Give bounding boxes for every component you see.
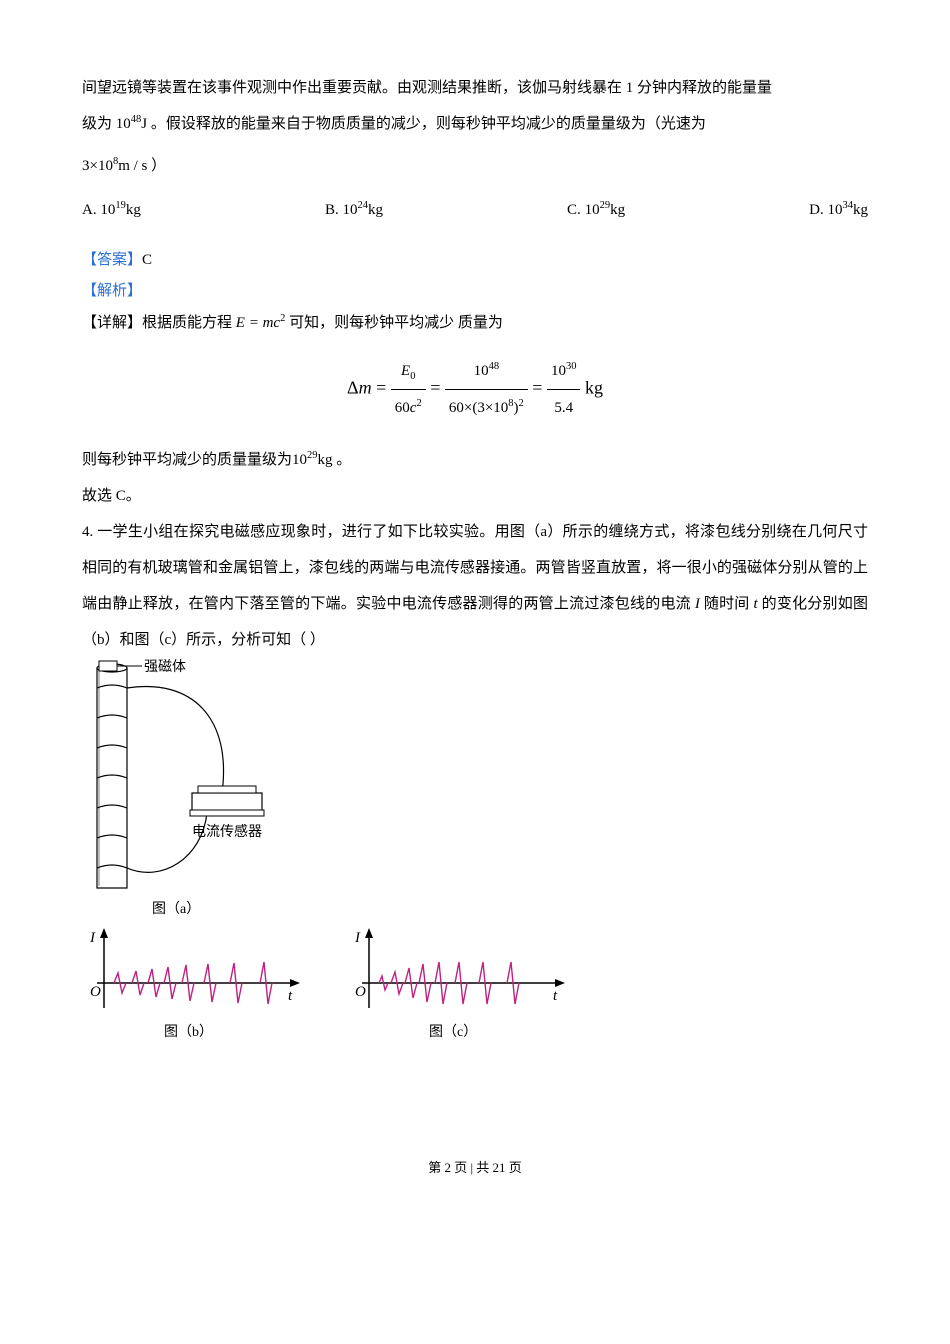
answer-line: 【答案】C [82,242,868,278]
fraction-3: 1030 5.4 [547,353,581,426]
text: 故选 C。 [82,488,141,504]
axis-I: I [89,930,96,946]
label-sensor: 电流传感器 [192,823,262,840]
close-paren: ） [151,158,166,174]
axis-t: t [288,988,293,1004]
detail-line: 【详解】根据质能方程 E = mc2 可知，则每秒钟平均减少 质量为 [82,305,868,341]
analysis-line: 【解析】 [82,278,868,305]
q4-text-2: 随时间 [700,596,754,612]
options-row: A. 1019kg B. 1024kg C. 1029kg D. 1034kg [82,192,868,228]
q4-number: 4. [82,524,97,540]
q3-continuation-line2: 级为 1048J 。假设释放的能量来自于物质质量的减少，则每秒钟平均减少的质量量… [82,106,868,142]
detail-tag: 【详解】 [82,315,142,331]
axis-O: O [90,984,101,1000]
energy-math: 1048J [116,116,151,132]
text: 可知，则每秒钟平均减少 质量为 [289,315,503,331]
speed-math: 3×108m / s [82,158,151,174]
footer-text: 第 2 页 | 共 21 页 [428,1160,522,1175]
label-magnet: 强磁体 [144,659,186,675]
analysis-tag: 【解析】 [82,283,142,299]
result-line: 则每秒钟平均减少的质量量级为1029kg 。 [82,442,868,478]
question-4: 4. 一学生小组在探究电磁感应现象时，进行了如下比较实验。用图（a）所示的缠绕方… [82,514,868,658]
q3-continuation-line1: 间望远镜等装置在该事件观测中作出重要贡献。由观测结果推断，该伽马射线暴在 1 分… [82,70,868,106]
caption-fig-b: 图（b） [164,1024,213,1040]
figure-bc-row: I O t 图（b） I O t [82,928,868,1057]
text: 根据质能方程 [142,315,232,331]
option-b: B. 1024kg [325,192,383,228]
text: 级为 [82,116,112,132]
select-c-line: 故选 C。 [82,478,868,514]
axis-I: I [354,930,361,946]
figure-c: I O t 图（c） [347,928,572,1057]
text: 间望远镜等装置在该事件观测中作出重要贡献。由观测结果推断，该伽马射线暴在 1 分… [82,80,772,96]
mass-energy-eq: E = mc2 [236,315,289,331]
text: 。假设释放的能量来自于物质质量的减少，则每秒钟平均减少的质量量级为（光速为 [151,116,706,132]
text: 则每秒钟平均减少的质量量级为 [82,452,292,468]
text: 。 [333,452,352,468]
figure-b-svg: I O t 图（b） [82,928,307,1043]
figure-c-svg: I O t 图（c） [347,928,572,1043]
page-footer: 第 2 页 | 共 21 页 [82,1152,868,1183]
axis-O: O [355,984,366,1000]
answer-tag: 【答案】 [82,252,142,268]
option-a: A. 1019kg [82,192,141,228]
figure-a: 强磁体 电流传感器 图（a） [82,658,868,918]
option-d: D. 1034kg [809,192,868,228]
figure-a-svg: 强磁体 电流传感器 图（a） [82,658,317,918]
figure-b: I O t 图（b） [82,928,307,1057]
axis-t: t [553,988,558,1004]
speed-of-light-line: 3×108m / s ） [82,148,868,184]
caption-fig-c: 图（c） [429,1024,477,1040]
answer-value: C [142,252,152,268]
fraction-2: 1048 60×(3×108)2 [445,353,528,426]
option-c: C. 1029kg [567,192,625,228]
fraction-1: E0 60c2 [391,353,426,426]
caption-fig-a: 图（a） [152,901,200,917]
delta-m-equation: Δm = E0 60c2 = 1048 60×(3×108)2 = 1030 5… [82,353,868,426]
